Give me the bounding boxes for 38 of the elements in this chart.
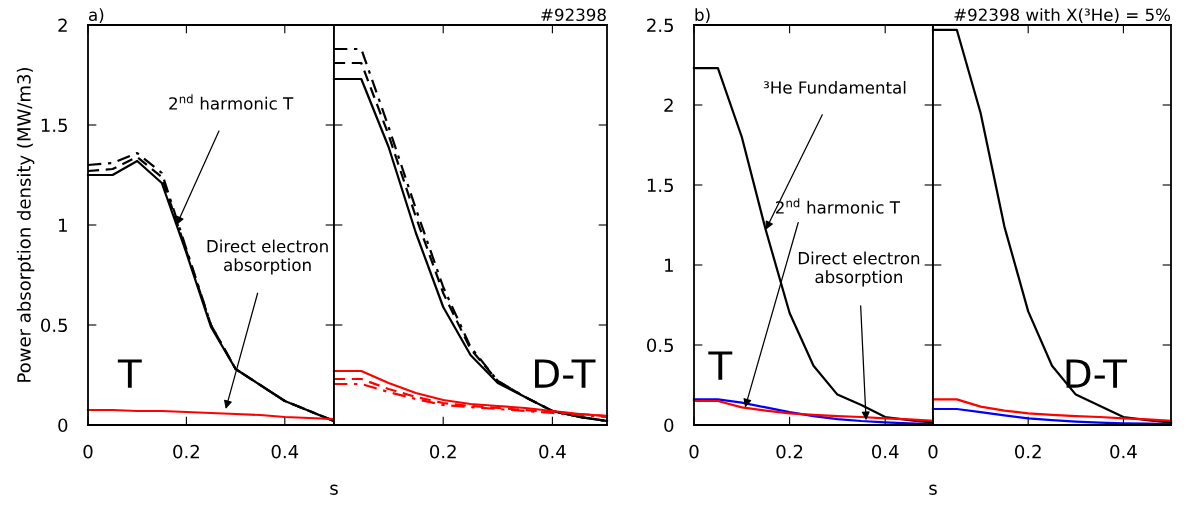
- y-axis-title: Power absorption density (MW/m3): [16, 67, 35, 382]
- x-tick-label: 0.4: [539, 444, 566, 459]
- y-tick-label: 1.5: [647, 178, 673, 193]
- y-tick-label: 1: [59, 218, 67, 232]
- annotation: 2$^{nd}$ harmonic T: [775, 198, 900, 214]
- annotation: T: [708, 351, 733, 380]
- annotation: 2$^{nd}$ harmonic T: [169, 94, 294, 110]
- chart-title: #92398 with X(³He) = 5%: [954, 8, 1171, 24]
- y-tick-label: 1: [665, 258, 673, 272]
- y-tick-label: 2: [664, 98, 673, 112]
- x-tick-label: 0: [928, 444, 938, 459]
- x-axis-title: s: [929, 484, 937, 495]
- x-tick-label: 0.4: [1110, 444, 1137, 459]
- y-tick-label: 0.5: [41, 318, 67, 333]
- y-tick-label: 0: [664, 418, 674, 433]
- y-tick-label: 0: [58, 418, 68, 433]
- annotation: D-T: [535, 359, 596, 388]
- chart-title: #92398: [541, 8, 606, 22]
- chart-title: a): [89, 8, 104, 24]
- x-tick-label: 0.2: [430, 444, 456, 459]
- annotation: ³He Fundamental: [763, 80, 906, 94]
- x-axis-title: s: [330, 484, 338, 495]
- annotation: Direct electron absorption: [798, 251, 920, 287]
- annotation: Direct electron absorption: [207, 239, 328, 275]
- x-tick-label: 0.2: [173, 444, 199, 459]
- x-tick-label: 0: [83, 444, 93, 459]
- annotation: D-T: [1066, 359, 1128, 388]
- x-tick-label: 0.2: [776, 444, 803, 459]
- y-tick-label: 0.5: [647, 338, 673, 353]
- x-tick-label: 0.4: [872, 444, 899, 459]
- annotation: T: [117, 359, 142, 388]
- x-tick-label: 0.2: [1015, 444, 1041, 459]
- y-tick-label: 1.5: [41, 118, 67, 133]
- chart-title: b): [695, 8, 710, 24]
- x-tick-label: 0: [689, 444, 699, 459]
- y-tick-label: 2.5: [647, 18, 673, 33]
- x-tick-label: 0.4: [271, 444, 299, 459]
- y-tick-label: 2: [58, 18, 67, 32]
